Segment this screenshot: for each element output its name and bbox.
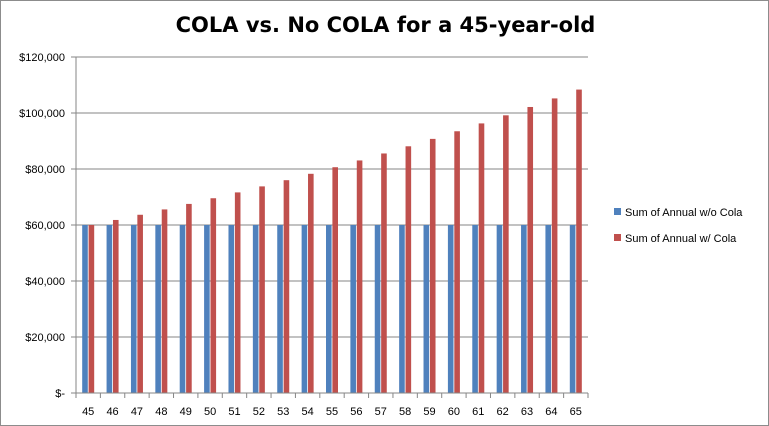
y-tick-label: $60,000 xyxy=(25,220,65,232)
bar-no-cola xyxy=(155,225,161,393)
bar-no-cola xyxy=(179,225,186,393)
bar-cola xyxy=(381,153,387,393)
bar-cola xyxy=(527,106,534,393)
x-tick-label: 61 xyxy=(472,406,484,418)
x-tick-label: 53 xyxy=(277,406,289,418)
bar-cola xyxy=(429,138,436,393)
bar-no-cola xyxy=(106,225,113,393)
bar-no-cola xyxy=(252,225,259,393)
x-tick-label: 63 xyxy=(521,406,533,418)
x-tick-label: 55 xyxy=(326,406,338,418)
x-tick-label: 46 xyxy=(106,406,118,418)
bar-no-cola xyxy=(569,225,576,393)
bar-no-cola xyxy=(82,225,88,393)
bar-cola xyxy=(576,89,582,394)
x-tick-label: 60 xyxy=(448,406,460,418)
bar-cola xyxy=(137,214,143,393)
bar-no-cola xyxy=(130,225,137,393)
x-tick-label: 48 xyxy=(155,406,167,418)
x-tick-label: 51 xyxy=(228,406,240,418)
bar-no-cola xyxy=(228,225,235,393)
y-tick-label: $80,000 xyxy=(25,164,65,176)
x-tick-label: 54 xyxy=(301,406,313,418)
bar-cola xyxy=(112,219,119,393)
bar-no-cola xyxy=(521,225,527,393)
x-tick-label: 65 xyxy=(570,406,582,418)
bar-no-cola xyxy=(399,225,405,393)
legend-swatch xyxy=(614,208,621,215)
bar-no-cola xyxy=(374,225,381,393)
x-tick-label: 64 xyxy=(545,406,557,418)
y-tick-label: $20,000 xyxy=(25,332,65,344)
x-tick-label: 45 xyxy=(82,406,94,418)
bar-cola xyxy=(478,123,485,393)
bar-cola xyxy=(186,203,192,393)
legend-swatch xyxy=(614,234,621,241)
bar-no-cola xyxy=(423,225,430,393)
bar-cola xyxy=(332,167,338,393)
bar-no-cola xyxy=(447,225,454,393)
y-tick-label: $100,000 xyxy=(19,108,65,120)
bar-no-cola xyxy=(326,225,332,393)
bar-no-cola xyxy=(277,225,283,393)
x-tick-label: 59 xyxy=(423,406,435,418)
bar-no-cola xyxy=(545,225,552,393)
x-tick-label: 58 xyxy=(399,406,411,418)
bar-no-cola xyxy=(350,225,356,393)
bar-no-cola xyxy=(301,225,308,393)
bar-no-cola xyxy=(496,225,503,393)
x-tick-label: 62 xyxy=(497,406,509,418)
y-tick-label: $40,000 xyxy=(25,276,65,288)
bar-cola xyxy=(161,209,168,393)
bar-cola xyxy=(283,180,290,393)
bar-cola xyxy=(551,98,558,394)
bar-cola xyxy=(259,186,265,393)
bar-cola xyxy=(234,192,241,393)
chart-title: COLA vs. No COLA for a 45-year-old xyxy=(175,13,596,37)
bar-cola xyxy=(503,115,509,393)
x-tick-label: 50 xyxy=(204,406,216,418)
x-tick-label: 47 xyxy=(131,406,143,418)
bar-cola xyxy=(88,225,95,393)
bar-no-cola xyxy=(204,225,210,393)
bar-cola xyxy=(356,160,363,393)
x-tick-label: 57 xyxy=(375,406,387,418)
bar-no-cola xyxy=(472,225,478,393)
x-tick-label: 52 xyxy=(253,406,265,418)
bar-cola xyxy=(405,146,412,393)
x-tick-label: 56 xyxy=(350,406,362,418)
bar-cola xyxy=(210,198,217,393)
legend-label: Sum of Annual w/o Cola xyxy=(625,207,743,219)
x-tick-label: 49 xyxy=(180,406,192,418)
legend-label: Sum of Annual w/ Cola xyxy=(625,233,737,245)
y-tick-label: $- xyxy=(55,388,65,400)
y-tick-label: $120,000 xyxy=(19,52,65,64)
bar-cola xyxy=(308,173,314,393)
bar-cola xyxy=(454,131,460,393)
